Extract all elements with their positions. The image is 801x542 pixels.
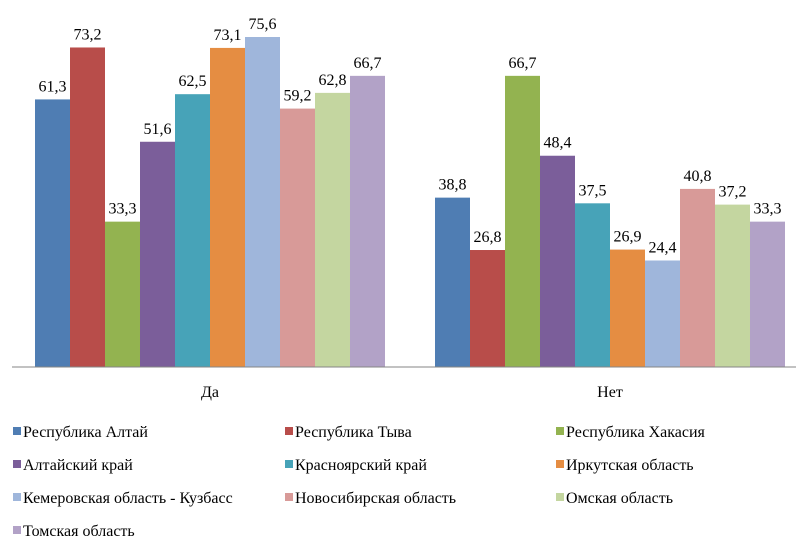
legend-item: Кемеровская область - Кузбасс [13,490,233,507]
bar-1-4 [575,203,610,367]
legend-label: Кемеровская область - Кузбасс [23,490,233,507]
x-tick-label-1: Нет [597,384,623,401]
legend-swatch [556,460,564,468]
data-label-1-3: 48,4 [544,135,572,152]
data-label-1-0: 38,8 [439,177,467,194]
data-label-0-7: 59,2 [284,88,312,105]
bar-0-0 [35,99,70,368]
legend-swatch [13,427,21,435]
data-label-1-2: 66,7 [509,55,537,72]
bar-0-4 [175,94,210,367]
legend-swatch [13,526,21,534]
data-label-1-4: 37,5 [579,182,607,199]
legend-swatch [285,460,293,468]
legend-item: Алтайский край [13,457,133,474]
data-label-1-1: 26,8 [474,229,502,246]
legend-swatch [13,460,21,468]
legend-item: Омская область [556,490,673,507]
bar-0-8 [315,92,350,367]
bar-1-0 [435,197,470,367]
legend-item: Иркутская область [556,457,694,474]
data-label-0-3: 51,6 [144,121,172,138]
legend-item: Республика Хакасия [556,424,706,441]
legend-label: Республика Хакасия [566,424,706,441]
x-tick-label-0: Да [201,384,219,401]
data-label-1-7: 40,8 [684,168,712,185]
data-labels-layer: 61,3 73,2 33,3 51,6 62,5 73,1 75,6 59,2 62,8 66,7… [39,16,782,256]
bar-0-2 [105,221,140,367]
legend-label: Республика Тыва [295,424,412,441]
bars-layer [35,37,785,368]
legend-swatch [556,493,564,501]
bar-1-8 [715,204,750,367]
data-label-0-6: 75,6 [249,16,277,33]
bar-1-9 [750,221,785,367]
legend-item: Красноярский край [285,457,427,474]
bar-1-1 [470,250,505,367]
data-label-0-4: 62,5 [179,73,207,90]
legend-swatch [13,493,21,501]
legend-label: Томская область [23,523,135,540]
legend: Республика Алтай Республика Тыва Республик… [13,424,706,540]
bar-1-2 [505,75,540,367]
legend-swatch [285,427,293,435]
legend-item: Новосибирская область [285,490,456,507]
legend-item: Томская область [13,523,135,540]
legend-label: Алтайский край [23,457,133,474]
legend-label: Новосибирская область [295,490,456,507]
bar-1-7 [680,188,715,367]
bar-0-9 [350,75,385,367]
bar-1-6 [645,260,680,367]
data-label-1-5: 26,9 [614,229,642,246]
data-label-0-8: 62,8 [319,72,347,89]
bar-0-7 [280,108,315,367]
bar-0-1 [70,47,105,367]
data-label-0-2: 33,3 [109,201,137,218]
legend-swatch [556,427,564,435]
x-axis-ticks: Да Нет [201,384,623,401]
bar-1-3 [540,155,575,367]
legend-label: Иркутская область [566,457,694,474]
data-label-0-5: 73,1 [214,27,242,44]
legend-label: Республика Алтай [23,424,148,441]
data-label-0-9: 66,7 [354,55,382,72]
bar-0-3 [140,141,175,367]
data-label-0-1: 73,2 [74,26,102,43]
bar-0-5 [210,47,245,368]
data-label-1-8: 37,2 [719,184,747,201]
data-label-1-9: 33,3 [754,201,782,218]
legend-item: Республика Тыва [285,424,412,441]
bar-1-5 [610,249,645,367]
bar-0-6 [245,37,280,367]
data-label-0-0: 61,3 [39,78,67,95]
legend-label: Омская область [566,490,673,507]
legend-swatch [285,493,293,501]
legend-item: Республика Алтай [13,424,148,441]
data-label-1-6: 24,4 [649,239,677,256]
legend-label: Красноярский край [295,457,427,474]
